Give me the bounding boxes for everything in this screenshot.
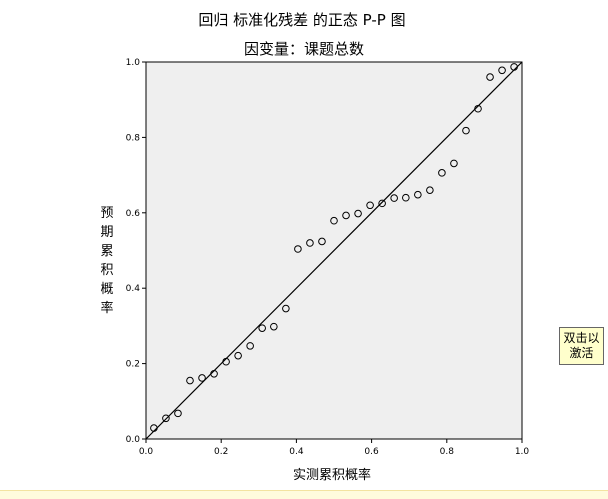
data-point	[330, 216, 338, 225]
reference-line	[145, 61, 523, 440]
data-point	[366, 201, 374, 210]
y-tick-label: 0.2	[126, 360, 140, 370]
data-point	[318, 237, 326, 246]
data-point	[450, 159, 458, 168]
y-axis-label-char: 累	[100, 244, 114, 259]
data-point	[246, 342, 254, 350]
data-point	[402, 193, 410, 202]
data-point	[270, 322, 278, 331]
data-point	[210, 369, 218, 378]
data-point	[162, 414, 170, 423]
data-point	[282, 304, 290, 313]
y-axis-label: 预期累积概率	[96, 204, 118, 318]
x-tick-label: 0.0	[139, 447, 154, 457]
activate-badge[interactable]: 双击以 激活	[559, 327, 604, 365]
y-tick-label: 0.6	[126, 209, 141, 219]
activate-badge-line2: 激活	[569, 346, 594, 360]
data-point	[234, 351, 242, 360]
data-point	[258, 324, 266, 332]
activate-badge-line1: 双击以	[563, 331, 600, 345]
data-point	[426, 186, 434, 194]
y-axis-label-text: 预期累积概率	[96, 204, 118, 318]
data-point	[486, 73, 494, 81]
y-axis-label-char: 积	[100, 263, 114, 278]
chart-title: 回归 标准化残差 的正态 P-P 图	[198, 11, 406, 29]
x-tick-label: 1.0	[515, 447, 530, 457]
y-axis-label-char: 预	[100, 206, 114, 221]
data-point	[222, 357, 230, 366]
x-tick-label: 0.2	[214, 447, 228, 457]
data-point	[150, 424, 158, 432]
data-point	[498, 66, 506, 75]
data-point	[510, 63, 518, 71]
x-tick-label: 0.6	[364, 447, 379, 457]
data-point	[174, 409, 182, 418]
data-point	[390, 194, 398, 202]
y-axis-label-char: 率	[100, 301, 114, 316]
bottom-strip	[0, 490, 608, 499]
x-tick-label: 0.4	[289, 447, 304, 457]
y-axis-label-char: 概	[100, 282, 114, 297]
y-axis-label-char: 期	[100, 225, 114, 240]
data-point	[294, 245, 302, 253]
chart-subtitle: 因变量：课题总数	[243, 40, 364, 58]
data-point	[198, 374, 206, 382]
y-tick-label: 0.8	[126, 133, 141, 143]
data-point	[414, 190, 422, 199]
y-tick-label: 0.4	[126, 284, 141, 294]
x-tick-label: 0.8	[440, 447, 455, 457]
data-point	[474, 104, 482, 113]
y-tick-label: 0.0	[126, 435, 141, 445]
data-point	[354, 209, 362, 218]
y-tick-label: 1.0	[126, 58, 141, 68]
data-point	[342, 211, 350, 220]
data-point	[306, 239, 314, 247]
x-axis-label: 实测累积概率	[292, 468, 371, 483]
data-point	[462, 126, 470, 135]
data-point	[438, 169, 446, 177]
data-point	[378, 199, 386, 208]
data-point	[186, 376, 194, 385]
